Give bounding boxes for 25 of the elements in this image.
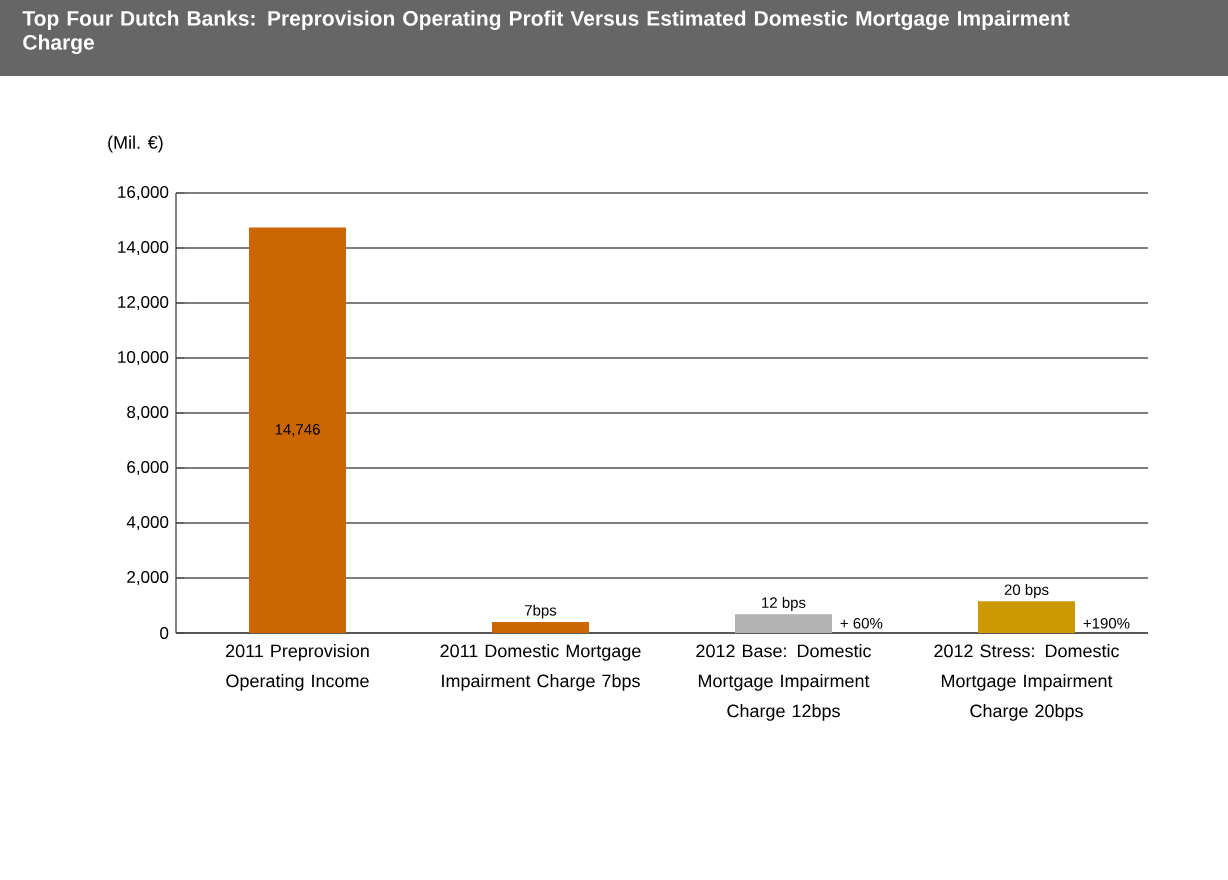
y-tick-label: 16,000 <box>118 185 169 201</box>
bar <box>492 622 589 633</box>
y-tick-label: 10,000 <box>118 350 169 366</box>
data-label: 14,746 <box>275 424 320 437</box>
y-tick-label: 12,000 <box>118 295 169 311</box>
y-tick-label: 14,000 <box>118 240 169 256</box>
y-axis-title: (Mil. €) <box>108 135 163 153</box>
bar <box>735 614 832 633</box>
bar <box>249 227 346 633</box>
y-tick-label: 0 <box>160 627 169 640</box>
x-tick-label: 2011 Domestic Mortgage Impairment Charge 7bps <box>440 644 641 691</box>
annotation: 7bps <box>525 604 557 619</box>
x-tick-label: 2012 Stress: Domestic Mortgage Impairment Charge 20bps <box>934 644 1120 721</box>
y-tick-label: 4,000 <box>126 515 169 531</box>
y-tick-label: 6,000 <box>127 460 169 476</box>
chart-title: Top Four Dutch Banks: Preprovision Operating Profit Versus Estimated Domestic Mortgage Impairment Charge <box>22 10 1070 55</box>
y-tick-label: 8,000 <box>127 405 169 421</box>
annotation: +190% <box>1083 617 1130 629</box>
bar <box>978 601 1075 633</box>
annotation: + 60% <box>840 617 883 629</box>
y-tick-label: 2,000 <box>127 570 169 586</box>
x-tick-label: 2011 Preprovision Operating Income <box>226 644 369 691</box>
annotation: 20 bps <box>1004 584 1049 598</box>
annotation: 12 bps <box>762 596 806 611</box>
x-tick-label: 2012 Base: Domestic Mortgage Impairment Charge 12bps <box>696 644 872 721</box>
